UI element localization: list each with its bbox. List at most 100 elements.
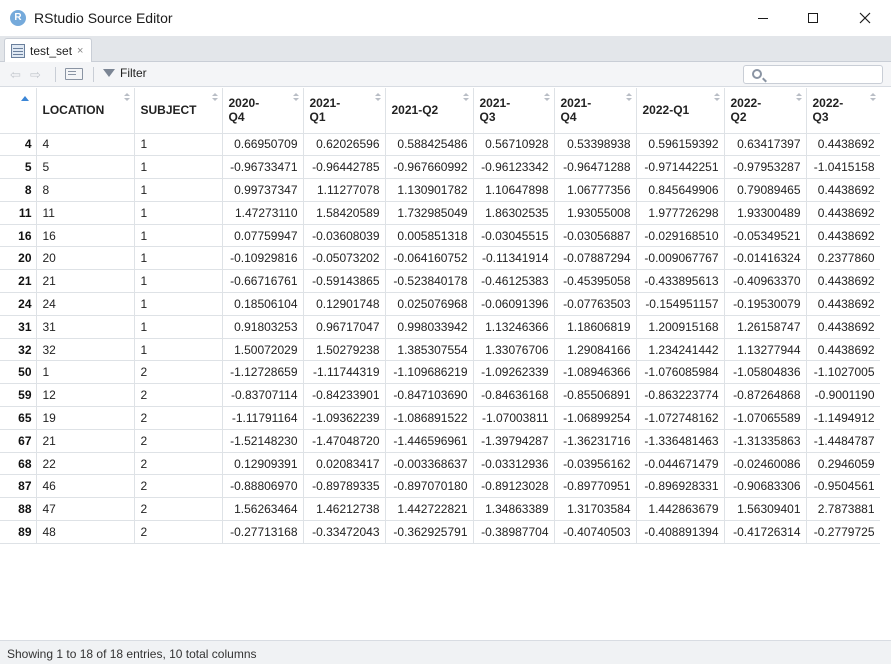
table-cell: 1.47273110 bbox=[221, 200, 304, 225]
table-cell: 1 bbox=[133, 223, 223, 248]
table-cell: 0.4438692 bbox=[805, 314, 880, 339]
table-row[interactable]: 50 1 2 -1.12728659 -1.11744319 -1.109686219 -1… bbox=[0, 360, 880, 385]
table-row[interactable]: 20 20 1 -0.10929816 -0.05073202 -0.064160752-… bbox=[0, 246, 880, 271]
row-number: 65 bbox=[0, 406, 37, 430]
table-row[interactable]: 16 16 1 0.07759947 -0.03608039 0.005851318 -0.… bbox=[0, 223, 880, 248]
status-bar: Showing 1 to 18 of 18 entries, 10 total … bbox=[0, 640, 891, 664]
column-header[interactable]: LOCATION bbox=[35, 88, 135, 134]
table-cell: 2 bbox=[133, 474, 223, 499]
row-number: 21 bbox=[0, 269, 37, 294]
back-arrow-icon[interactable]: ⇦ bbox=[10, 67, 21, 82]
table-row[interactable]: 88 47 2 1.56263464 1.46212738 1.442722821 1.34… bbox=[0, 497, 880, 522]
table-cell: -1.4484787 bbox=[805, 428, 880, 453]
column-header[interactable]: 2022-Q1 bbox=[635, 88, 725, 134]
table-cell: -0.523840178 bbox=[384, 269, 474, 294]
column-header[interactable]: SUBJECT bbox=[133, 88, 223, 134]
table-cell: 1.50279238 bbox=[302, 337, 386, 362]
table-cell: -0.07763503 bbox=[553, 292, 637, 316]
forward-arrow-icon[interactable]: ⇨ bbox=[30, 67, 41, 82]
data-viewer-toolbar: ⇦ ⇨ Filter bbox=[0, 62, 891, 87]
table-row[interactable]: 21 21 1 -0.66716761 -0.59143865 -0.523840178-… bbox=[0, 269, 880, 294]
table-cell: -1.05804836 bbox=[723, 360, 807, 385]
minimize-button[interactable] bbox=[740, 0, 786, 36]
table-row[interactable]: 65 19 2 -1.11791164 -1.09362239 -1.086891522-… bbox=[0, 406, 880, 430]
row-number: 68 bbox=[0, 451, 37, 476]
close-button[interactable] bbox=[842, 0, 888, 36]
table-cell: -0.27713168 bbox=[221, 520, 304, 544]
table-row[interactable]: 32 32 1 1.50072029 1.50279238 1.385307554 1.33… bbox=[0, 337, 880, 362]
table-cell: 1.732985049 bbox=[384, 200, 474, 225]
table-cell: 20 bbox=[35, 246, 135, 271]
column-header-rownames[interactable] bbox=[0, 88, 37, 134]
maximize-icon bbox=[808, 13, 818, 23]
table-cell: 32 bbox=[35, 337, 135, 362]
table-cell: 2 bbox=[133, 497, 223, 522]
maximize-button[interactable] bbox=[790, 0, 836, 36]
table-cell: 21 bbox=[35, 428, 135, 453]
table-row[interactable]: 24 24 1 0.18506104 0.12901748 0.025076968 -0.0… bbox=[0, 292, 880, 316]
table-cell: -0.46125383 bbox=[472, 269, 555, 294]
row-number: 5 bbox=[0, 155, 37, 180]
table-row[interactable]: 31 31 1 0.91803253 0.96717047 0.998033942 1.13… bbox=[0, 314, 880, 339]
row-number: 59 bbox=[0, 383, 37, 408]
column-header[interactable]: 2021-Q2 bbox=[384, 88, 474, 134]
vertical-scrollbar[interactable] bbox=[880, 88, 891, 624]
table-cell: -0.89123028 bbox=[472, 474, 555, 499]
table-cell: 5 bbox=[35, 155, 135, 180]
table-cell: -0.03045515 bbox=[472, 223, 555, 248]
table-cell: 1.29084166 bbox=[553, 337, 637, 362]
toolbar-divider bbox=[93, 67, 94, 82]
sort-icon bbox=[292, 93, 299, 103]
table-row[interactable]: 11 11 1 1.47273110 1.58420589 1.732985049 1.86… bbox=[0, 200, 880, 225]
table-cell: 4 bbox=[35, 132, 135, 157]
sort-icon bbox=[795, 93, 802, 103]
tab-label: test_set bbox=[30, 43, 73, 58]
table-row[interactable]: 4 4 1 0.66950709 0.62026596 0.588425486 0.5671… bbox=[0, 132, 880, 157]
column-header-label: 2021- Q1 bbox=[309, 96, 341, 125]
row-number: 4 bbox=[0, 132, 37, 157]
search-input[interactable] bbox=[768, 67, 878, 82]
data-table: LOCATION SUBJECT 2020- Q4 2021- Q1 2021-Q2 20… bbox=[0, 88, 880, 544]
table-cell: -0.85506891 bbox=[553, 383, 637, 408]
table-row[interactable]: 67 21 2 -1.52148230 -1.47048720 -1.446596961-… bbox=[0, 428, 880, 453]
table-cell: 0.998033942 bbox=[384, 314, 474, 339]
table-cell: 1.93055008 bbox=[553, 200, 637, 225]
table-cell: -0.84233901 bbox=[302, 383, 386, 408]
table-cell: -0.96442785 bbox=[302, 155, 386, 180]
sort-icon bbox=[123, 93, 130, 103]
table-row[interactable]: 8 8 1 0.99737347 1.11277078 1.130901782 1.1064… bbox=[0, 178, 880, 202]
row-number: 24 bbox=[0, 292, 37, 316]
column-header[interactable]: 2022- Q2 bbox=[723, 88, 807, 134]
column-header[interactable]: 2021- Q1 bbox=[302, 88, 386, 134]
table-cell: 48 bbox=[35, 520, 135, 544]
table-row[interactable]: 68 22 2 0.12909391 0.02083417 -0.003368637 -0.… bbox=[0, 451, 880, 476]
table-cell: -0.96471288 bbox=[553, 155, 637, 180]
table-cell: -0.362925791 bbox=[384, 520, 474, 544]
column-header[interactable]: 2021- Q4 bbox=[553, 88, 637, 134]
column-header[interactable]: 2020- Q4 bbox=[221, 88, 304, 134]
sort-icon bbox=[211, 93, 218, 103]
table-row[interactable]: 89 48 2 -0.27713168 -0.33472043 -0.362925791-… bbox=[0, 520, 880, 544]
table-row[interactable]: 59 12 2 -0.83707114 -0.84233901 -0.847103690-… bbox=[0, 383, 880, 408]
table-cell: 16 bbox=[35, 223, 135, 248]
column-header[interactable]: 2022- Q3 bbox=[805, 88, 880, 134]
table-cell: -1.1494912 bbox=[805, 406, 880, 430]
table-cell: -0.01416324 bbox=[723, 246, 807, 271]
table-cell: 1.56263464 bbox=[221, 497, 304, 522]
table-cell: 0.4438692 bbox=[805, 132, 880, 157]
table-cell: 0.4438692 bbox=[805, 200, 880, 225]
sort-icon bbox=[869, 93, 876, 103]
table-cell: 1.33076706 bbox=[472, 337, 555, 362]
column-header[interactable]: 2021- Q3 bbox=[472, 88, 555, 134]
tab-close-icon[interactable]: × bbox=[77, 44, 84, 57]
table-row[interactable]: 87 46 2 -0.88806970 -0.89789335 -0.897070180-… bbox=[0, 474, 880, 499]
table-row[interactable]: 5 5 1 -0.96733471 -0.96442785 -0.967660992 -0.… bbox=[0, 155, 880, 180]
table-cell: 0.4438692 bbox=[805, 269, 880, 294]
search-box[interactable] bbox=[743, 65, 883, 84]
popout-icon[interactable] bbox=[65, 68, 83, 80]
entries-summary: Showing 1 to 18 of 18 entries, 10 total … bbox=[7, 647, 257, 661]
tab-test-set[interactable]: test_set × bbox=[4, 38, 92, 62]
filter-button[interactable]: Filter bbox=[103, 66, 147, 80]
table-cell: 0.53398938 bbox=[553, 132, 637, 157]
table-cell: 0.07759947 bbox=[221, 223, 304, 248]
